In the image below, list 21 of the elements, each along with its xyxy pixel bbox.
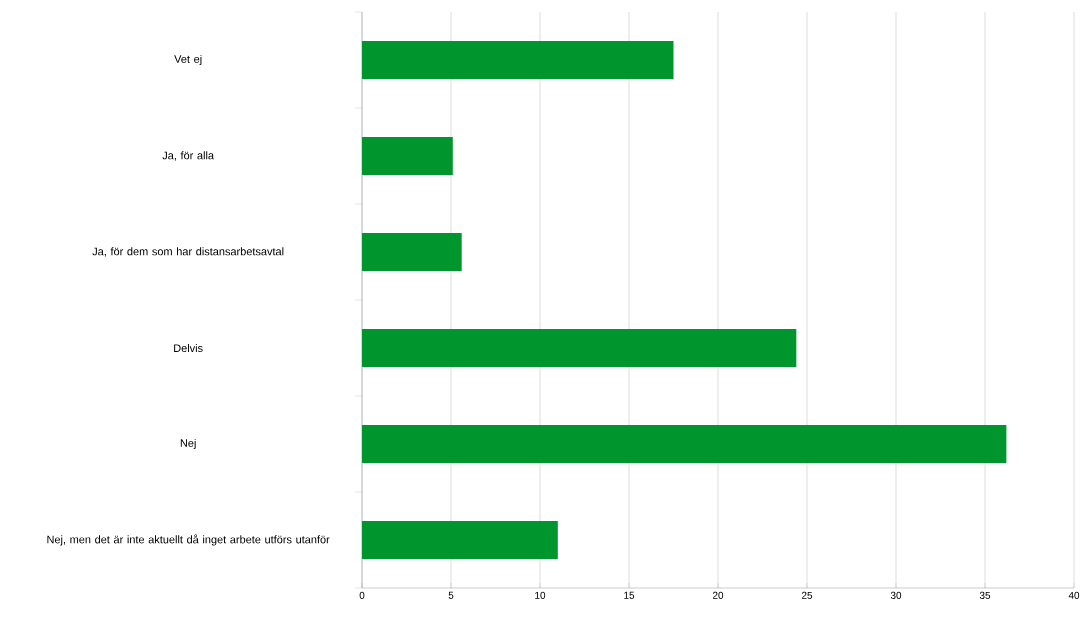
- x-tick-label: 35: [979, 591, 991, 599]
- bar: [362, 424, 1007, 463]
- x-tick-label: 10: [535, 591, 546, 599]
- bar: [362, 136, 453, 175]
- bar: [362, 40, 674, 79]
- x-tick-label: 0: [359, 591, 365, 599]
- x-tick-label: 15: [624, 591, 635, 599]
- bar: [362, 232, 462, 271]
- y-tick-label: Delvis: [174, 343, 203, 353]
- x-tick-label: 20: [712, 591, 724, 599]
- y-tick-label: Ja, för alla: [162, 151, 215, 161]
- y-tick-label: Nej: [180, 438, 196, 450]
- bar: [362, 520, 558, 559]
- y-tick-label: Ja, för dem som har distansarbetsavtal: [92, 247, 284, 257]
- x-tick-label: 25: [801, 591, 813, 599]
- y-tick-label: Nej, men det är inte aktuellt då inget arbete utförs utanför: [47, 534, 330, 546]
- x-tick-label: 40: [1068, 591, 1080, 599]
- x-tick-label: 30: [890, 591, 902, 599]
- bar: [362, 328, 797, 367]
- x-tick-label: 5: [448, 591, 454, 599]
- y-tick-label: Vet ej: [174, 54, 202, 66]
